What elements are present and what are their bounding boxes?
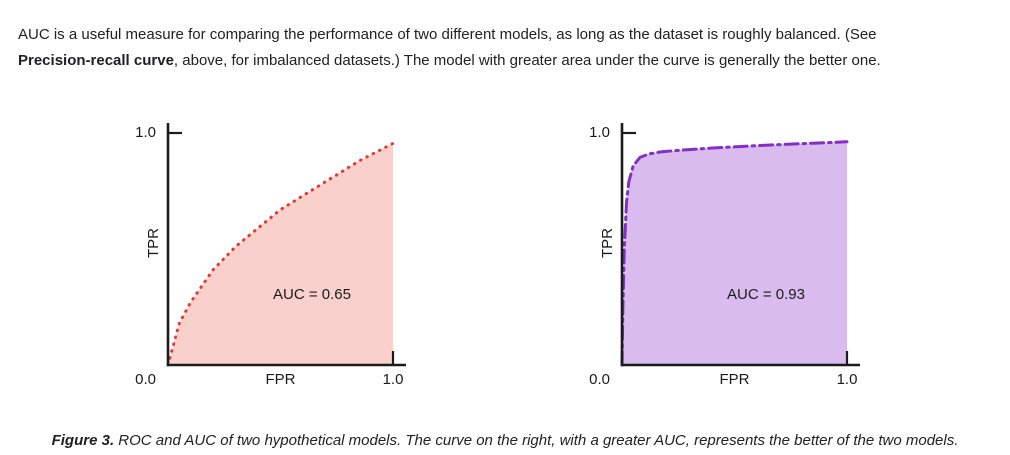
x-axis-max-tick-label: 1.0 xyxy=(382,371,404,388)
y-axis-max-tick-label: 1.0 xyxy=(135,124,156,141)
auc-annotation: AUC = 0.93 xyxy=(727,286,805,303)
roc-chart-model-2: 1.0 TPR AUC = 0.93 0.0 FPR 1.0 xyxy=(544,105,884,405)
x-axis-max-tick-label: 1.0 xyxy=(836,371,858,388)
intro-text-after: , above, for imbalanced datasets.) The m… xyxy=(173,52,881,69)
intro-paragraph: AUC is a useful measure for comparing th… xyxy=(18,22,952,74)
figure-caption-label: Figure 3. xyxy=(51,432,115,449)
origin-tick-label: 0.0 xyxy=(135,371,156,388)
auc-annotation: AUC = 0.65 xyxy=(273,286,351,303)
precision-recall-emphasis: Precision-recall curve xyxy=(18,52,174,69)
x-axis-label: FPR xyxy=(719,371,750,388)
roc-plot-area-model-1 xyxy=(166,123,406,367)
origin-tick-label: 0.0 xyxy=(589,371,610,388)
x-axis-label: FPR xyxy=(265,371,296,388)
roc-chart-model-1: 1.0 TPR AUC = 0.65 0.0 FPR 1.0 xyxy=(90,105,430,405)
y-axis-max-tick-label: 1.0 xyxy=(589,124,610,141)
figure-caption: Figure 3. ROC and AUC of two hypothetica… xyxy=(0,432,1010,449)
figure-caption-text: ROC and AUC of two hypothetical models. … xyxy=(114,432,959,449)
intro-text-before: AUC is a useful measure for comparing th… xyxy=(18,26,877,43)
roc-plot-area-model-2 xyxy=(620,123,860,367)
